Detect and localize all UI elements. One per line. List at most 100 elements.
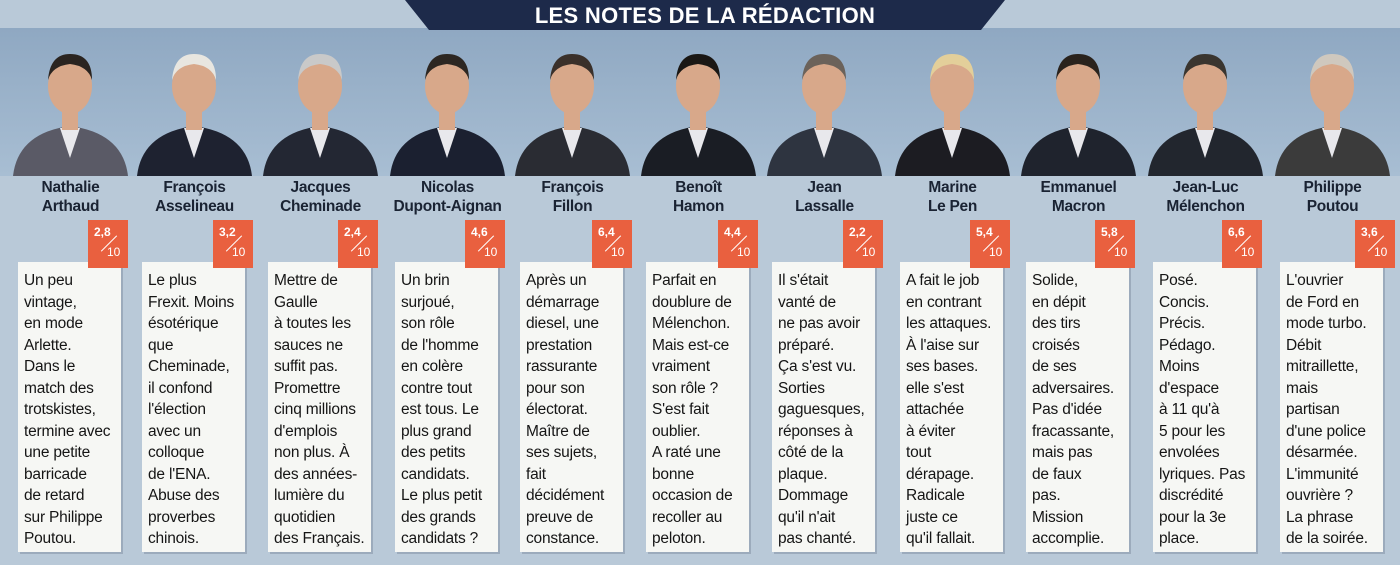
comment-line: Débit [1286, 336, 1322, 354]
candidate-name-line: Hamon [672, 198, 725, 215]
score-badge: 3,6 10 [1355, 220, 1395, 268]
candidate-column: François Fillon Après un démarrage diesel, u… [510, 0, 635, 565]
score-badge: 2,2 10 [843, 220, 883, 268]
comment-line: de ses [1032, 358, 1077, 375]
comment-line: contre tout [401, 379, 473, 397]
score-badge: 6,6 10 [1222, 220, 1262, 268]
candidate-name-line: Jacques [290, 179, 351, 196]
score-denominator: 10 [1374, 245, 1388, 259]
comment-line: de l'homme [401, 336, 479, 354]
candidate-portrait [510, 28, 635, 176]
score-badge: 5,4 10 [970, 220, 1010, 268]
comment-line: non plus. À [274, 444, 350, 461]
comment-line: en contrant [906, 293, 982, 311]
comment-line: de la soirée. [1286, 530, 1368, 547]
score-denominator: 10 [232, 245, 246, 259]
comment-card: L'ouvrier de Ford en mode turbo. Débit mitra… [1280, 262, 1383, 552]
score-value: 4,6 [471, 225, 488, 239]
candidate-name-line: Marine [928, 179, 977, 196]
comment-line: son rôle [401, 315, 455, 332]
candidate-name: Philippe Poutou [1270, 178, 1395, 216]
comment-line: désarmée. [1286, 444, 1358, 461]
comment-line: colloque [148, 444, 205, 461]
candidate-name-line: Jean-Luc [1172, 179, 1239, 196]
comment-line: mais [1286, 379, 1318, 397]
comment-line: constance. [526, 530, 599, 547]
comment-line: ses bases. [906, 358, 979, 375]
comment-line: Le plus [148, 272, 197, 289]
comment-line: Gaulle [274, 293, 318, 311]
candidate-name-line: Benoît [675, 179, 722, 196]
comment-line: trotskistes, [24, 401, 96, 418]
comment-card: Mettre de Gaulle à toutes les sauces ne suff… [268, 262, 371, 552]
comment-line: des Français. [274, 530, 365, 547]
comment-line: match des [24, 379, 94, 397]
comment-line: Pas d'idée [1032, 401, 1102, 418]
candidate-name-line: Poutou [1306, 198, 1359, 215]
comment-line: croisés [1032, 336, 1080, 354]
score-badge: 4,4 10 [718, 220, 758, 268]
score-value: 3,6 [1361, 225, 1378, 239]
comment-text: A fait le job en contrant les attaques. À l… [906, 270, 1016, 550]
candidate-name-line: Asselineau [155, 198, 234, 215]
score-value: 5,8 [1101, 225, 1118, 239]
score-badge: 6,4 10 [592, 220, 632, 268]
comment-line: partisan [1286, 401, 1340, 418]
candidate-name: Jean-Luc Mélenchon [1143, 178, 1268, 216]
comment-line: S'est fait [652, 401, 709, 418]
candidate-name: Jacques Cheminade [258, 178, 383, 216]
score-badge: 3,2 10 [213, 220, 253, 268]
comment-line: tout [906, 444, 932, 461]
comment-line: de Ford en [1286, 293, 1359, 311]
candidate-column: Benoît Hamon Parfait en doublure de Mélencho… [636, 0, 761, 565]
comment-line: suffit pas. [274, 358, 338, 375]
comment-text: Il s'était vanté de ne pas avoir préparé. Ça… [778, 270, 888, 550]
comment-line: Frexit. Moins [148, 293, 235, 311]
comment-line: oublier. [652, 422, 701, 440]
header-banner: LES NOTES DE LA RÉDACTION [405, 0, 1005, 30]
comment-line: pas. [1032, 487, 1061, 504]
score-badge: 5,8 10 [1095, 220, 1135, 268]
candidate-name-line: Fillon [552, 198, 593, 215]
comment-line: Cheminade, [148, 358, 230, 375]
comment-line: des années- [274, 465, 358, 483]
score-value: 2,4 [344, 225, 361, 239]
comment-line: des petits [401, 444, 466, 461]
comment-line: dérapage. [906, 465, 975, 483]
candidate-column: Nathalie Arthaud Un peu vintage, en mode Arle… [8, 0, 133, 565]
comment-card: A fait le job en contrant les attaques. À l… [900, 262, 1003, 552]
comment-line: il confond [148, 379, 213, 397]
comment-line: fracassante, [1032, 422, 1115, 440]
comment-line: diesel, une [526, 315, 599, 332]
comment-line: lumière du [274, 487, 345, 504]
comment-line: vraiment [652, 358, 710, 375]
comment-line: les attaques. [906, 315, 992, 332]
comment-line: elle s'est [906, 379, 964, 397]
comment-line: A raté une [652, 444, 721, 461]
comment-line: envolées [1159, 444, 1220, 461]
score-denominator: 10 [862, 245, 876, 259]
candidate-column: Jean-Luc Mélenchon Posé. Concis. Précis. Péda… [1143, 0, 1268, 565]
candidate-name-line: Nicolas [420, 179, 475, 196]
score-denominator: 10 [357, 245, 371, 259]
comment-line: Un peu [24, 272, 73, 289]
score-value: 3,2 [219, 225, 236, 239]
comment-line: Arlette. [24, 336, 72, 354]
comment-line: Le plus petit [401, 487, 482, 504]
comment-text: Un brin surjoué, son rôle de l'homme en colè… [401, 270, 511, 550]
candidate-portrait [8, 28, 133, 176]
page-title: LES NOTES DE LA RÉDACTION [534, 3, 876, 28]
comment-line: plaque. [778, 465, 828, 483]
comment-line: Mais est-ce [652, 336, 730, 354]
comment-line: proverbes [148, 508, 216, 526]
candidate-column: François Asselineau Le plus Frexit. Moins és… [132, 0, 257, 565]
comment-line: Mélenchon. [652, 315, 731, 332]
comment-line: Mission [1032, 508, 1084, 526]
candidate-name-line: Mélenchon [1166, 198, 1245, 215]
score-denominator: 10 [989, 245, 1003, 259]
comment-line: bonne [652, 465, 695, 483]
candidate-portrait [1143, 28, 1268, 176]
comment-line: côté de la [778, 444, 844, 461]
candidate-name-line: Le Pen [927, 198, 978, 215]
candidate-name-line: Emmanuel [1040, 179, 1117, 196]
